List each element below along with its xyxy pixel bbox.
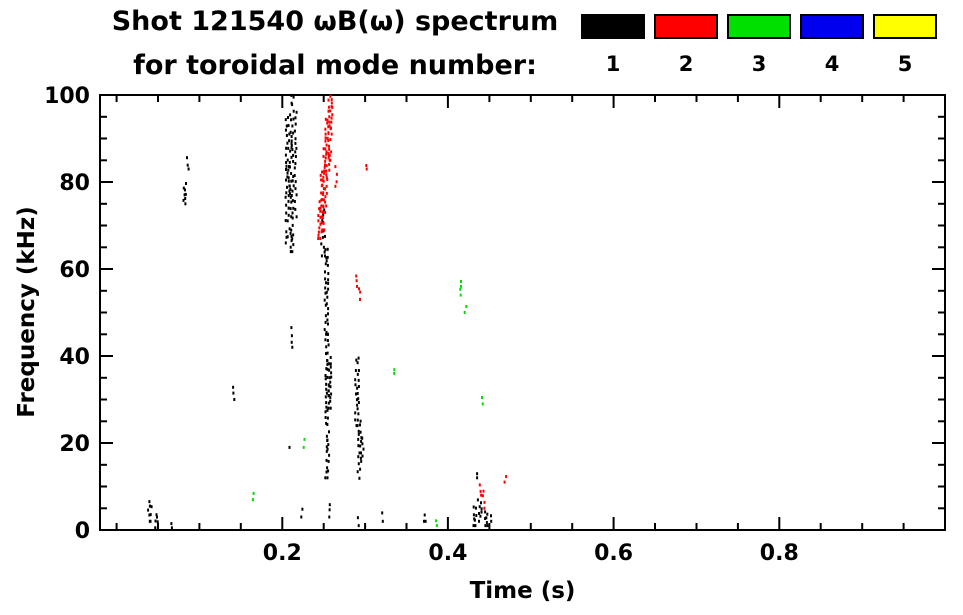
figure-title-line1: Shot 121540 ωB(ω) spectrum	[111, 6, 559, 37]
legend-mode-number-4: 4	[824, 52, 840, 76]
legend-swatch-mode-1	[581, 14, 645, 39]
plot-frame	[99, 94, 946, 531]
series-n3	[251, 280, 484, 528]
legend-swatches	[581, 14, 937, 39]
x-tick-label: 0.4	[428, 541, 467, 566]
x-tick-label: 0.2	[263, 541, 302, 566]
legend-mode-numbers: 1 2 3 4 5	[581, 52, 937, 76]
legend-mode-number-3: 3	[751, 52, 767, 76]
legend-mode-number-1: 1	[605, 52, 621, 76]
x-axis-label: Time (s)	[469, 578, 576, 604]
legend-swatch-mode-2	[654, 14, 718, 39]
y-tick-label: 100	[44, 84, 90, 109]
y-tick-label: 60	[59, 258, 90, 283]
x-tick-label: 0.8	[760, 541, 799, 566]
series-n2	[317, 94, 508, 510]
legend-swatch-mode-5	[873, 14, 937, 39]
legend-mode-number-5: 5	[897, 52, 913, 76]
y-tick-label: 0	[75, 519, 90, 544]
legend-swatch-mode-3	[727, 14, 791, 39]
y-tick-label: 80	[59, 171, 90, 196]
y-tick-label: 40	[59, 345, 90, 370]
figure-title-block: Shot 121540 ωB(ω) spectrum for toroidal …	[100, 0, 570, 88]
series-n1	[147, 93, 493, 530]
y-tick-label: 20	[59, 432, 90, 457]
x-tick-label: 0.6	[594, 541, 633, 566]
legend-swatch-mode-4	[800, 14, 864, 39]
legend-mode-number-2: 2	[678, 52, 694, 76]
figure-title-line2: for toroidal mode number:	[133, 50, 537, 81]
